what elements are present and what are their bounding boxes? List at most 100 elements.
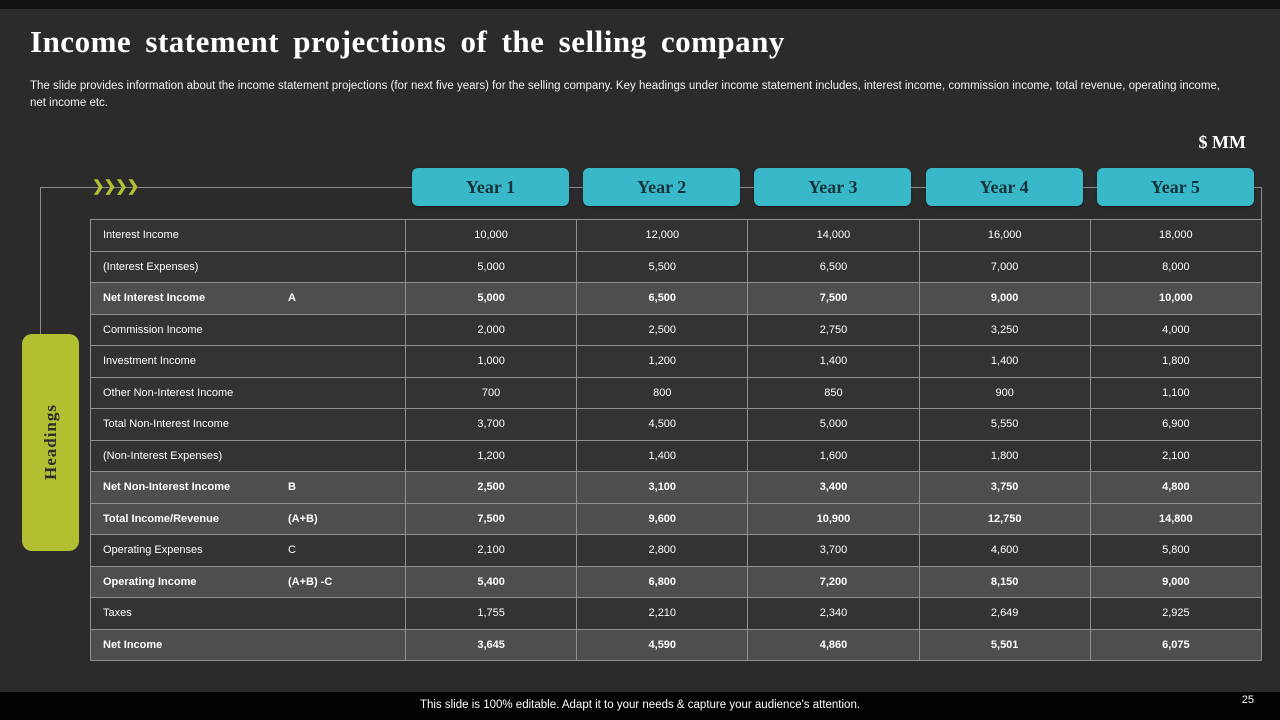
table-row: (Interest Expenses) 5,000 5,500 6,500 7,000…	[91, 251, 1262, 283]
year-header-button: Year 2	[583, 168, 741, 206]
page-number: 25	[1241, 694, 1254, 706]
value-cell: 1,400	[577, 440, 749, 472]
table-row: Net Income 3,645 4,590 4,860 5,501 6,075	[91, 629, 1262, 661]
chevrons-icon: ❯❯❯❯	[92, 178, 139, 195]
year-header-button: Year 3	[754, 168, 912, 206]
year-label: Year 1	[465, 176, 516, 197]
value-cell: 5,550	[919, 409, 1091, 441]
row-label-cell: Commission Income	[91, 314, 406, 346]
table-row: Taxes 1,755 2,210 2,340 2,649 2,925	[91, 598, 1262, 630]
table-row: Interest Income 10,000 12,000 14,000 16,000…	[91, 220, 1262, 252]
year-header-button: Year 4	[925, 168, 1083, 206]
row-code: B	[288, 481, 296, 494]
value-cell: 3,400	[748, 472, 920, 504]
value-cell: 3,700	[748, 535, 920, 567]
row-label-cell: Net Income	[91, 629, 406, 661]
value-cell: 1,200	[577, 346, 749, 378]
value-cell: 6,800	[577, 566, 749, 598]
value-cell: 16,000	[919, 220, 1091, 252]
row-label: (Interest Expenses)	[103, 260, 199, 273]
value-cell: 10,900	[748, 503, 920, 535]
row-label-cell: Net Non-Interest Income B	[91, 472, 406, 504]
value-cell: 2,925	[1090, 598, 1262, 630]
row-label-cell: Interest Income	[91, 220, 406, 252]
value-cell: 3,100	[577, 472, 749, 504]
value-cell: 1,600	[748, 440, 920, 472]
table-row: Operating Income (A+B) -C 5,400 6,800 7,20…	[91, 566, 1262, 598]
value-cell: 1,800	[1090, 346, 1262, 378]
value-cell: 7,000	[919, 251, 1091, 283]
value-cell: 700	[406, 377, 578, 409]
value-cell: 1,800	[919, 440, 1091, 472]
value-cell: 7,200	[748, 566, 920, 598]
year-label: Year 3	[808, 176, 858, 197]
table-row: Operating Expenses C 2,100 2,800 3,700 4,60…	[91, 535, 1262, 567]
value-cell: 10,000	[406, 220, 578, 252]
table-row: Commission Income 2,000 2,500 2,750 3,250 4,…	[91, 314, 1262, 346]
footer-bar: This slide is 100% editable. Adapt it to…	[0, 692, 1280, 720]
row-label: (Non-Interest Expenses)	[103, 449, 223, 462]
row-label: Other Non-Interest Income	[103, 386, 234, 399]
row-code: (A+B)	[288, 512, 318, 525]
value-cell: 850	[748, 377, 920, 409]
value-cell: 5,800	[1090, 535, 1262, 567]
value-cell: 3,645	[406, 629, 578, 661]
value-cell: 3,700	[406, 409, 578, 441]
value-cell: 1,000	[406, 346, 578, 378]
value-cell: 5,400	[406, 566, 578, 598]
headings-label: Headings	[40, 404, 60, 481]
value-cell: 1,100	[1090, 377, 1262, 409]
top-strip	[0, 0, 1280, 9]
row-code: (A+B) -C	[288, 575, 333, 588]
table-row: Other Non-Interest Income 700 800 850 900 1,…	[91, 377, 1262, 409]
value-cell: 6,500	[748, 251, 920, 283]
value-cell: 1,400	[748, 346, 920, 378]
income-table-body: Interest Income 10,000 12,000 14,000 16,000…	[91, 220, 1262, 661]
value-cell: 800	[577, 377, 749, 409]
value-cell: 2,210	[577, 598, 749, 630]
table-row: (Non-Interest Expenses) 1,200 1,400 1,600 1…	[91, 440, 1262, 472]
income-statement-table: Interest Income 10,000 12,000 14,000 16,000…	[90, 219, 1262, 661]
value-cell: 6,500	[577, 283, 749, 315]
value-cell: 1,755	[406, 598, 578, 630]
value-cell: 900	[919, 377, 1091, 409]
table-row: Investment Income 1,000 1,200 1,400 1,400 1,…	[91, 346, 1262, 378]
value-cell: 2,100	[1090, 440, 1262, 472]
footer-note: This slide is 100% editable. Adapt it to…	[419, 699, 861, 711]
value-cell: 2,649	[919, 598, 1091, 630]
value-cell: 9,000	[919, 283, 1091, 315]
row-label-cell: Investment Income	[91, 346, 406, 378]
connector-line-left	[40, 187, 41, 335]
value-cell: 1,400	[919, 346, 1091, 378]
row-label: Net Non-Interest Income	[103, 481, 231, 494]
row-code: A	[288, 292, 296, 305]
table-row: Total Non-Interest Income 3,700 4,500 5,00…	[91, 409, 1262, 441]
value-cell: 5,000	[748, 409, 920, 441]
value-cell: 9,000	[1090, 566, 1262, 598]
row-label-cell: Other Non-Interest Income	[91, 377, 406, 409]
value-cell: 2,750	[748, 314, 920, 346]
value-cell: 2,800	[577, 535, 749, 567]
value-cell: 10,000	[1090, 283, 1262, 315]
row-label-cell: Operating Expenses C	[91, 535, 406, 567]
year-header-button: Year 1	[412, 168, 569, 206]
row-label: Operating Expenses	[103, 544, 203, 557]
table-row: Net Non-Interest Income B 2,500 3,100 3,40…	[91, 472, 1262, 504]
year-label: Year 4	[979, 176, 1029, 197]
row-label: Investment Income	[103, 355, 196, 368]
row-label: Total Income/Revenue	[103, 512, 219, 525]
value-cell: 18,000	[1090, 220, 1262, 252]
value-cell: 6,075	[1090, 629, 1262, 661]
row-label: Interest Income	[103, 229, 179, 242]
table-row: Total Income/Revenue (A+B) 7,500 9,600 10,…	[91, 503, 1262, 535]
value-cell: 8,000	[1090, 251, 1262, 283]
year-header-button: Year 5	[1096, 168, 1254, 206]
value-cell: 2,000	[406, 314, 578, 346]
row-label-cell: Net Interest Income A	[91, 283, 406, 315]
value-cell: 2,500	[406, 472, 578, 504]
value-cell: 1,200	[406, 440, 578, 472]
row-label: Operating Income	[103, 575, 197, 588]
row-label-cell: Operating Income (A+B) -C	[91, 566, 406, 598]
row-label-cell: (Non-Interest Expenses)	[91, 440, 406, 472]
